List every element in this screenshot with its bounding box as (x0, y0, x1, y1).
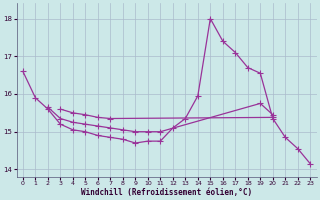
X-axis label: Windchill (Refroidissement éolien,°C): Windchill (Refroidissement éolien,°C) (81, 188, 252, 197)
